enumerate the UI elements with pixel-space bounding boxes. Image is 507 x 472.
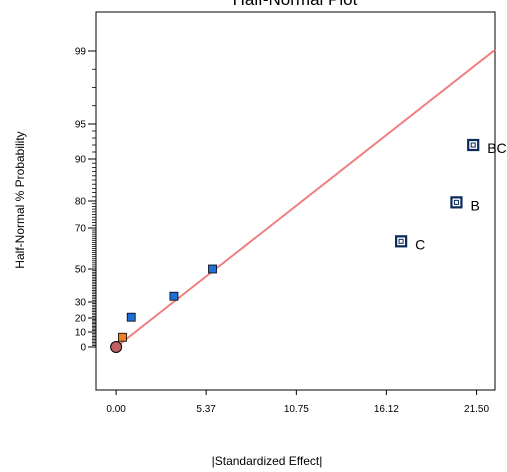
- data-point: [118, 332, 127, 342]
- y-axis: 0 10 20 30 50 70 80 90 95 99: [75, 47, 96, 354]
- y-tick-label: 10: [75, 328, 87, 339]
- y-axis-label: Half-Normal % Probability: [13, 131, 27, 268]
- y-tick-label: 95: [75, 120, 87, 131]
- reference-line: [115, 49, 496, 348]
- y-tick-label: 20: [75, 314, 87, 325]
- x-tick-label: 5.37: [196, 404, 216, 415]
- chart-title: Half-Normal Plot: [233, 0, 358, 9]
- y-tick-label: 50: [75, 265, 87, 276]
- data-point-inner: [453, 199, 459, 205]
- y-tick-label: 99: [75, 47, 87, 58]
- data-points: C B BC: [110, 138, 507, 353]
- y-tick-label: 70: [75, 224, 87, 235]
- data-point-circle: [110, 341, 123, 353]
- point-label: BC: [487, 140, 506, 156]
- y-tick-label: 80: [75, 197, 87, 208]
- y-tick-label: 90: [75, 155, 87, 166]
- data-point-inner: [398, 238, 404, 244]
- data-point: [208, 264, 217, 274]
- y-tick-label: 30: [75, 298, 87, 309]
- y-tick-label: 0: [80, 343, 86, 354]
- data-point: [126, 312, 136, 322]
- x-tick-label: 16.12: [374, 404, 399, 415]
- x-axis: 0.00 5.37 10.75 16.12 21.50: [106, 390, 490, 415]
- plot-frame: [95, 11, 496, 391]
- data-point-inner: [470, 142, 476, 148]
- x-tick-label: 21.50: [464, 404, 489, 415]
- point-label: B: [470, 197, 479, 213]
- point-label: C: [415, 236, 425, 252]
- x-axis-label: |Standardized Effect|: [212, 454, 323, 468]
- y-minor-ticks: [92, 68, 96, 346]
- x-tick-label: 0.00: [106, 404, 126, 415]
- data-point: [169, 291, 179, 301]
- x-tick-label: 10.75: [284, 404, 309, 415]
